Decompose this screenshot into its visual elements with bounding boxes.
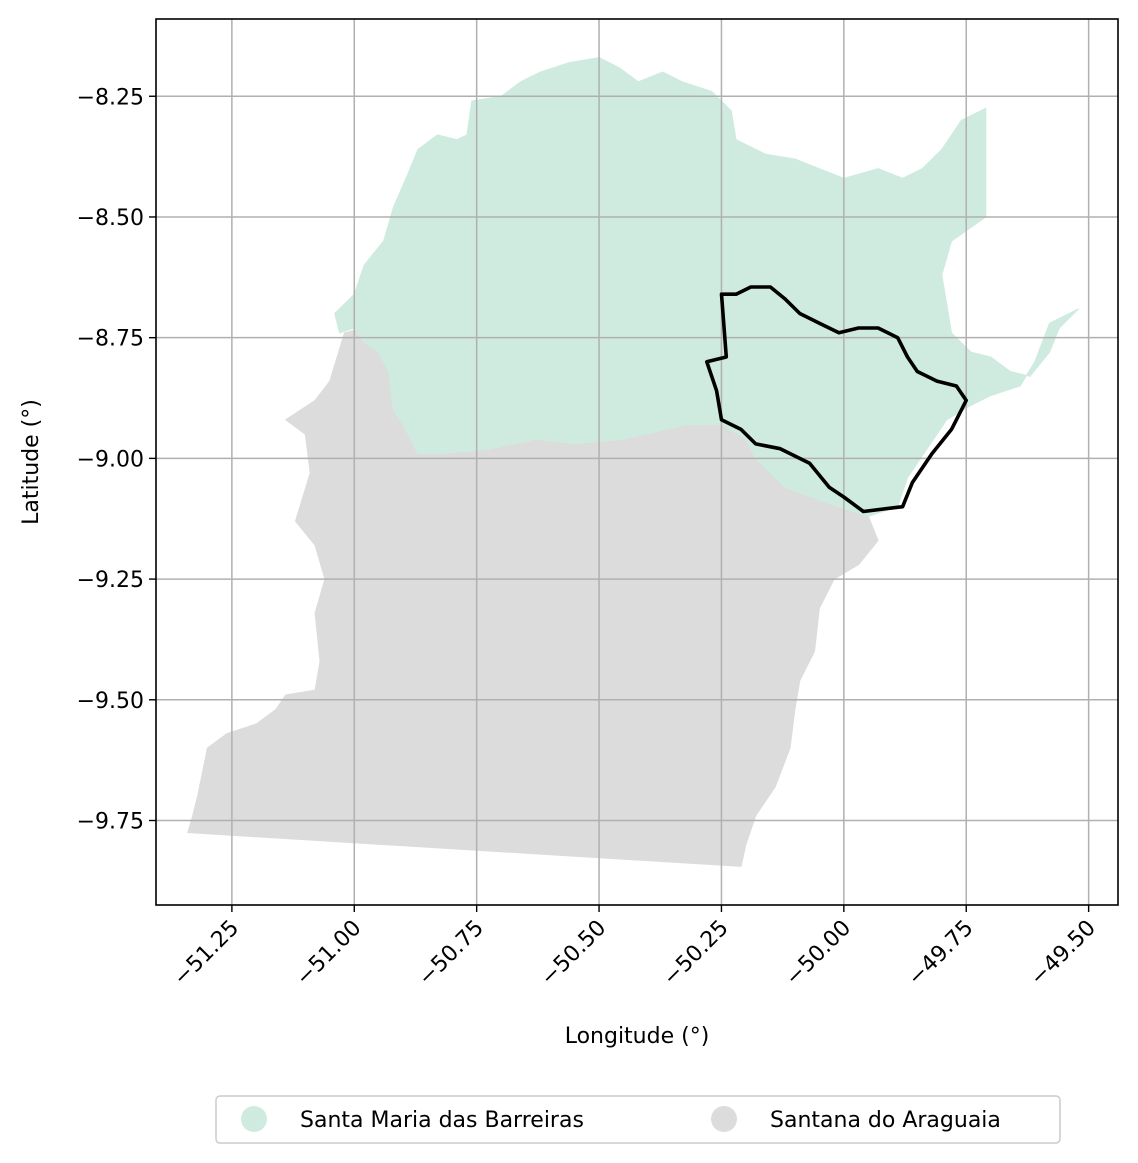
highlighted-municipality-boundary (705, 285, 968, 514)
region-santa-maria-das-barreiras (334, 57, 1080, 517)
y-axis-ticks: −8.25 −8.50 −8.75 −9.00 −9.25 −9.50 −9.75 (77, 85, 156, 835)
legend: Santa Maria das Barreiras Santana do Ara… (215, 1095, 1061, 1144)
legend-label-santa-maria: Santa Maria das Barreiras (300, 1108, 584, 1133)
grid-layer (156, 19, 1118, 905)
highlight-layer (705, 285, 968, 514)
plot-frame (155, 18, 1119, 906)
y-tick-label: −9.50 (77, 689, 144, 714)
legend-marker-santana (711, 1106, 737, 1132)
y-tick-label: −8.50 (77, 206, 144, 231)
plot-area: −51.25 −51.00 −50.75 −50.50 −50.25 −50.00 −49.… (77, 18, 1119, 991)
y-tick-label: −9.75 (77, 810, 144, 835)
legend-label-santana: Santana do Araguaia (770, 1108, 1001, 1133)
y-tick-label: −9.25 (77, 568, 144, 593)
y-axis-label: Latitude (°) (19, 399, 44, 525)
legend-marker-santa-maria (241, 1106, 267, 1132)
y-tick-label: −9.00 (77, 447, 144, 472)
x-axis-label: Longitude (°) (565, 1024, 710, 1049)
legend-box (215, 1095, 1061, 1144)
y-tick-label: −8.75 (77, 327, 144, 352)
y-tick-label: −8.25 (77, 85, 144, 110)
regions-layer (187, 57, 1080, 867)
